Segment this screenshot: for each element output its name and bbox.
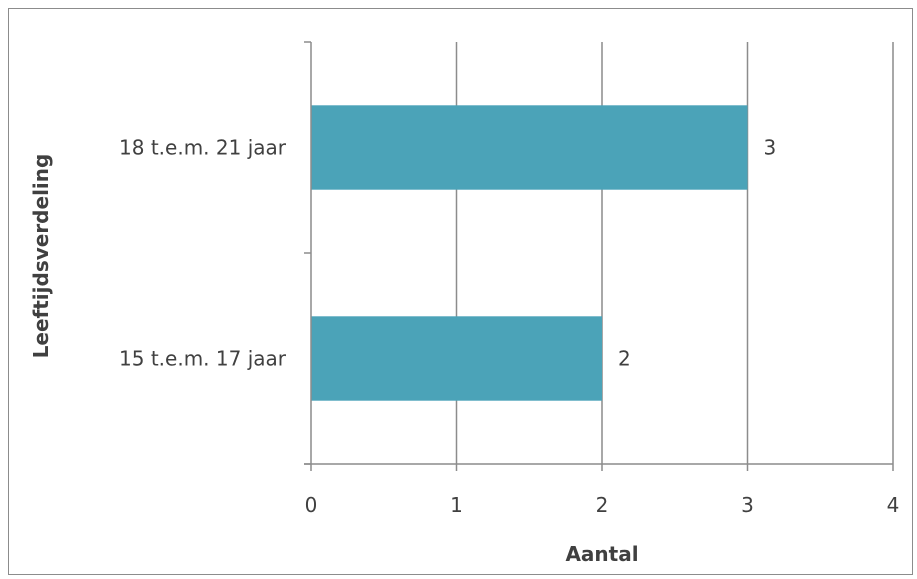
y-axis-title: Leeftijdsverdeling — [29, 154, 53, 359]
bar-2 — [311, 105, 748, 190]
bars — [311, 105, 748, 401]
data-label: 3 — [764, 136, 777, 160]
labels: 0 1 2 3 4 15 t.e.m. 17 jaar 2 18 t.e.m. 21 jaar… — [119, 136, 899, 518]
category-label: 18 t.e.m. 21 jaar — [119, 136, 287, 160]
x-tick-label: 4 — [887, 493, 900, 517]
data-label: 2 — [618, 347, 631, 371]
x-tick-label: 3 — [741, 493, 754, 517]
axes — [304, 41, 893, 471]
x-tick-label: 1 — [450, 493, 463, 517]
x-tick-label: 0 — [305, 493, 318, 517]
category-label: 15 t.e.m. 17 jaar — [119, 347, 287, 371]
chart-frame — [8, 8, 913, 575]
bar-1 — [311, 316, 602, 401]
x-tick-label: 2 — [596, 493, 609, 517]
x-axis-title: Aantal — [565, 542, 638, 566]
